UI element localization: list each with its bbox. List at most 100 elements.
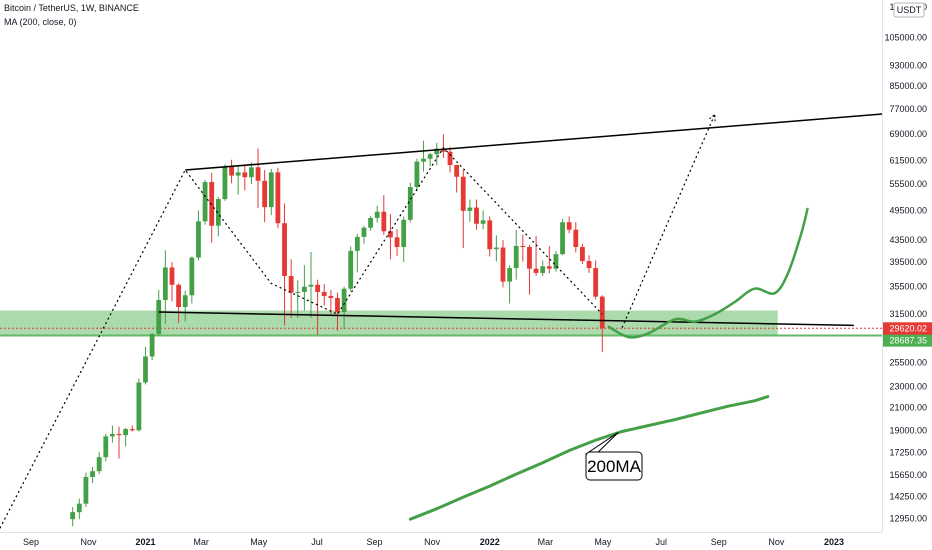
upper-trendline[interactable]: [185, 109, 932, 171]
candle-body[interactable]: [500, 247, 506, 282]
candle-body[interactable]: [394, 237, 400, 248]
candle-body[interactable]: [189, 257, 195, 296]
candle-body[interactable]: [96, 457, 102, 472]
candle-body[interactable]: [480, 220, 486, 224]
candle-body[interactable]: [255, 167, 261, 181]
candle-body[interactable]: [169, 267, 175, 285]
candle-body[interactable]: [143, 356, 148, 383]
y-tick-label: 77000.00: [889, 104, 927, 114]
candle-body[interactable]: [129, 429, 135, 431]
candle-body[interactable]: [593, 268, 599, 297]
x-tick-label: Nov: [424, 537, 441, 547]
candle-body[interactable]: [520, 245, 526, 248]
x-tick-label: Nov: [81, 537, 98, 547]
bottom-axis-bg: [0, 532, 932, 550]
candle-body[interactable]: [229, 166, 234, 176]
candle-body[interactable]: [381, 211, 387, 232]
candle-body[interactable]: [467, 207, 473, 211]
candle-body[interactable]: [215, 199, 221, 226]
candle-body[interactable]: [407, 187, 413, 220]
candle-body[interactable]: [341, 288, 347, 312]
x-tick-label: Jul: [655, 537, 667, 547]
candle-body[interactable]: [262, 180, 268, 208]
candle-body[interactable]: [335, 297, 340, 312]
candle-body[interactable]: [110, 433, 115, 437]
callout-box[interactable]: [585, 451, 643, 481]
currency-badge[interactable]: [893, 2, 925, 18]
candle-body[interactable]: [374, 211, 380, 218]
candle-body[interactable]: [388, 231, 393, 238]
candle-body[interactable]: [156, 300, 162, 334]
candle-body[interactable]: [454, 165, 460, 177]
candle-body[interactable]: [434, 148, 440, 155]
candle-body[interactable]: [540, 266, 546, 273]
candle-body[interactable]: [421, 158, 426, 162]
candle-body[interactable]: [295, 291, 301, 293]
candle-body[interactable]: [553, 254, 559, 269]
candle-body[interactable]: [401, 219, 407, 248]
candle-body[interactable]: [474, 207, 479, 224]
candle-body[interactable]: [90, 471, 95, 478]
candle-body[interactable]: [599, 296, 605, 329]
candle-body[interactable]: [123, 429, 129, 436]
candle-body[interactable]: [513, 245, 519, 269]
candle-body[interactable]: [196, 221, 201, 258]
right-axis-bg: [882, 0, 932, 550]
candle-body[interactable]: [566, 222, 572, 230]
candle-body[interactable]: [427, 154, 433, 159]
candle-body[interactable]: [268, 172, 274, 208]
candle-body[interactable]: [83, 477, 89, 504]
candle-body[interactable]: [176, 284, 181, 307]
candle-body[interactable]: [308, 284, 314, 287]
candle-body[interactable]: [275, 172, 281, 224]
candle-body[interactable]: [182, 295, 188, 307]
support-zone: [0, 310, 778, 336]
candle-body[interactable]: [328, 295, 334, 298]
candle-body[interactable]: [560, 222, 565, 255]
y-tick-label: 61500.00: [889, 156, 927, 166]
candle-body[interactable]: [202, 182, 208, 222]
x-tick-label: Mar: [538, 537, 554, 547]
candle-body[interactable]: [586, 261, 592, 269]
candle-body[interactable]: [162, 267, 168, 301]
candle-body[interactable]: [209, 182, 215, 226]
candle-body[interactable]: [103, 436, 109, 458]
candle-body[interactable]: [136, 382, 142, 431]
candle-body[interactable]: [222, 166, 228, 200]
candle-body[interactable]: [580, 247, 585, 262]
candle-body[interactable]: [301, 286, 307, 292]
candle-body[interactable]: [76, 503, 82, 513]
lower-trendline[interactable]: [158, 311, 854, 327]
candle-body[interactable]: [348, 250, 354, 289]
candle-body[interactable]: [315, 284, 321, 292]
candle-body[interactable]: [242, 172, 248, 178]
candle-body[interactable]: [70, 512, 76, 520]
candle-body[interactable]: [441, 148, 446, 152]
candle-body[interactable]: [507, 268, 512, 282]
candle-body[interactable]: [361, 227, 367, 237]
y-tick-label: 15650.00: [889, 470, 927, 480]
y-tick-label: 31500.00: [889, 309, 927, 319]
candle-body[interactable]: [493, 247, 499, 250]
y-tick-label: 23000.00: [889, 381, 927, 391]
candle-body[interactable]: [282, 223, 287, 276]
candle-body[interactable]: [249, 167, 254, 178]
candle-body[interactable]: [149, 333, 155, 357]
candle-body[interactable]: [288, 275, 294, 293]
support-price-tag[interactable]: [883, 334, 932, 347]
y-tick-label: 21000.00: [889, 402, 927, 412]
candle-body[interactable]: [321, 291, 327, 296]
candle-body[interactable]: [354, 236, 360, 251]
candle-body[interactable]: [235, 172, 241, 176]
candle-body[interactable]: [447, 151, 453, 166]
candle-body[interactable]: [368, 217, 373, 228]
candle-body[interactable]: [527, 247, 532, 269]
candle-body[interactable]: [460, 176, 466, 211]
candle-body[interactable]: [533, 268, 539, 273]
candle-body[interactable]: [546, 266, 552, 269]
candle-body[interactable]: [573, 229, 579, 248]
candle-body[interactable]: [487, 220, 493, 250]
candle-body[interactable]: [116, 433, 122, 436]
candle-body[interactable]: [414, 161, 420, 188]
